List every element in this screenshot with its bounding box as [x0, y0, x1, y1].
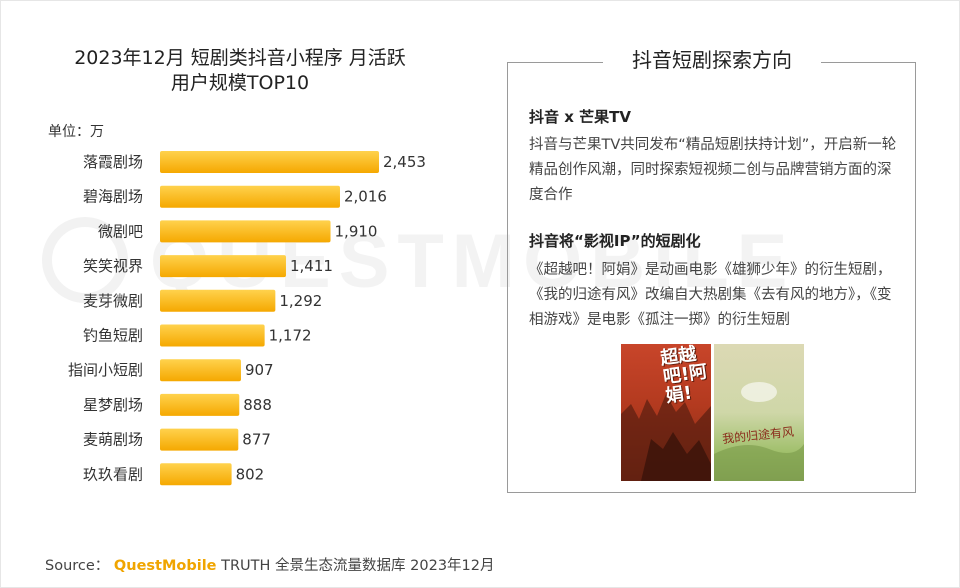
bar [160, 428, 239, 451]
section-title-mango: 抖音 x 芒果TV [529, 108, 631, 126]
value-label: 888 [243, 396, 272, 414]
category-label: 笑笑视界 [83, 257, 143, 275]
bar [160, 289, 276, 312]
category-label: 落霞剧场 [83, 153, 143, 171]
value-label: 1,910 [335, 222, 378, 240]
panel-title: 抖音短剧探索方向 [603, 45, 821, 75]
unit-label: 单位：万 [48, 124, 104, 140]
source-text: TRUTH 全景生态流量数据库 2023年12月 [221, 558, 495, 574]
bar [160, 151, 379, 173]
category-label: 碧海剧场 [83, 188, 143, 206]
bar [160, 463, 232, 486]
value-label: 802 [236, 465, 265, 483]
chart-title: 2023年12月 短剧类抖音小程序 月活跃 用户规模TOP10 [40, 46, 440, 96]
bar [160, 393, 240, 416]
value-label: 1,411 [290, 257, 333, 275]
category-label: 微剧吧 [98, 222, 143, 240]
bar [160, 220, 331, 243]
source-label: Source： [45, 558, 110, 574]
chart-title-line-1: 2023年12月 短剧类抖音小程序 月活跃 [74, 47, 406, 69]
bar [160, 359, 241, 382]
section-body-mango: 抖音与芒果TV共同发布“精品短剧扶持计划”，开启新一轮精品创作风潮，同时探索短视… [529, 137, 897, 203]
value-label: 1,292 [279, 292, 322, 310]
value-label: 907 [245, 361, 274, 379]
poster-1-title: 超越吧!阿娟! [659, 344, 709, 407]
category-label: 星梦剧场 [83, 396, 143, 414]
category-label: 指间小短剧 [68, 361, 143, 379]
brand-name: QuestMobile [113, 558, 217, 574]
bar [160, 255, 286, 278]
category-label: 玖玖看剧 [83, 465, 143, 483]
value-label: 877 [242, 431, 271, 449]
value-label: 2,016 [344, 188, 387, 206]
bar [160, 324, 265, 347]
source-line: Source： QuestMobile TRUTH 全景生态流量数据库 2023… [45, 554, 495, 575]
category-label: 麦芽微剧 [83, 292, 143, 310]
bar-chart: 落霞剧场 2,453 碧海剧场 2,016 微剧吧 1,910 笑笑视界 1,411 麦芽微剧 1… [68, 151, 426, 486]
section-body-ip: 《超越吧！阿娟》是动画电影《雄狮少年》的衍生短剧，《我的归途有风》改编自大热剧集… [529, 262, 892, 328]
section-title-ip: 抖音将“影视IP”的短剧化 [529, 232, 701, 250]
bar [160, 185, 340, 208]
value-label: 1,172 [269, 327, 312, 345]
value-label: 2,453 [383, 153, 426, 171]
category-label: 钓鱼短剧 [83, 327, 143, 345]
poster-image-2: 我的归途有风 [714, 344, 804, 481]
poster-image-1: 超越吧!阿娟! [621, 344, 711, 481]
category-label: 麦萌剧场 [83, 431, 143, 449]
chart-title-line-2: 用户规模TOP10 [170, 72, 310, 94]
